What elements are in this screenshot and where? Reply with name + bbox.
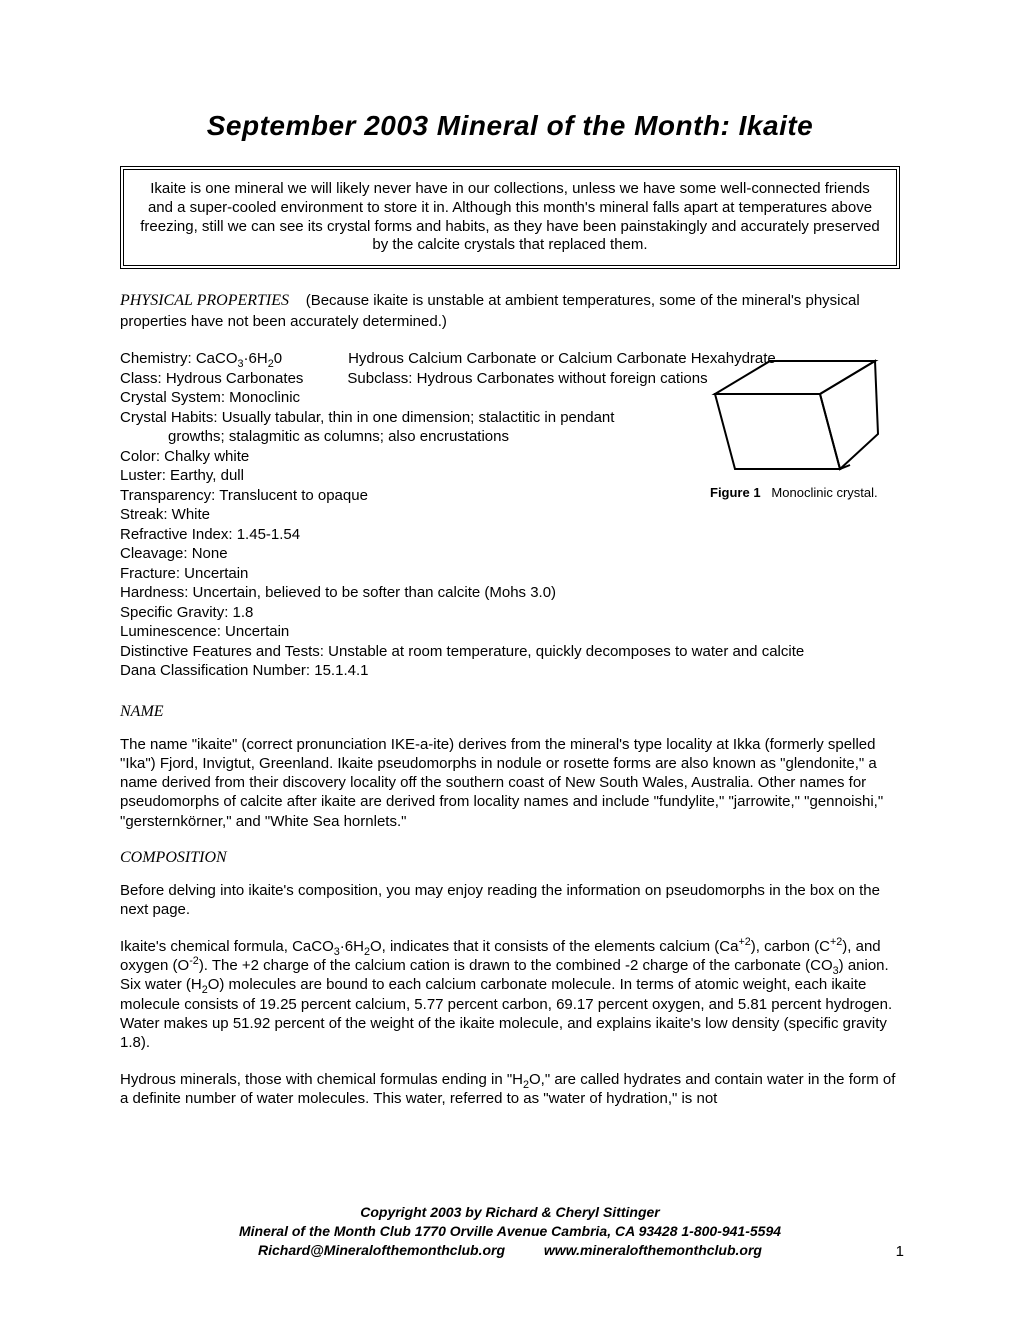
page-footer: Copyright 2003 by Richard & Cheryl Sitti…: [120, 1203, 900, 1260]
prop-fracture: Fracture: Uncertain: [120, 564, 900, 584]
figure-label-text: Monoclinic crystal.: [771, 485, 877, 500]
physical-properties-intro: PHYSICAL PROPERTIES (Because ikaite is u…: [120, 291, 900, 331]
properties-block: Figure 1 Monoclinic crystal. Chemistry: …: [120, 349, 900, 681]
prop-distinctive: Distinctive Features and Tests: Unstable…: [120, 642, 900, 662]
footer-contact: Richard@Mineralofthemonthclub.org www.mi…: [120, 1241, 900, 1260]
section-label-physical: PHYSICAL PROPERTIES: [120, 292, 289, 309]
prop-dana: Dana Classification Number: 15.1.4.1: [120, 661, 900, 681]
footer-address: Mineral of the Month Club 1770 Orville A…: [120, 1222, 900, 1241]
document-page: September 2003 Mineral of the Month: Ika…: [0, 0, 1020, 1320]
monoclinic-crystal-svg: [710, 349, 880, 479]
intro-text: Ikaite is one mineral we will likely nev…: [140, 180, 880, 255]
footer-url: www.mineralofthemonthclub.org: [544, 1242, 762, 1258]
section-label-composition: COMPOSITION: [120, 849, 900, 867]
composition-p1: Before delving into ikaite's composition…: [120, 881, 900, 919]
prop-streak: Streak: White: [120, 505, 900, 525]
prop-hardness: Hardness: Uncertain, believed to be soft…: [120, 583, 900, 603]
figure-caption: Figure 1 Monoclinic crystal.: [710, 485, 900, 502]
footer-copyright: Copyright 2003 by Richard & Cheryl Sitti…: [120, 1203, 900, 1222]
name-text: The name "ikaite" (correct pronunciation…: [120, 735, 900, 831]
figure-label-bold: Figure 1: [710, 485, 761, 500]
composition-p2: Ikaite's chemical formula, CaCO3·6H2O, i…: [120, 937, 900, 1052]
footer-email: Richard@Mineralofthemonthclub.org: [258, 1242, 505, 1258]
page-number: 1: [896, 1242, 904, 1262]
prop-refractive: Refractive Index: 1.45-1.54: [120, 525, 900, 545]
section-label-name: NAME: [120, 703, 900, 721]
composition-p3: Hydrous minerals, those with chemical fo…: [120, 1070, 900, 1108]
prop-sg: Specific Gravity: 1.8: [120, 603, 900, 623]
figure-monoclinic: Figure 1 Monoclinic crystal.: [710, 349, 900, 502]
prop-luminescence: Luminescence: Uncertain: [120, 622, 900, 642]
prop-cleavage: Cleavage: None: [120, 544, 900, 564]
intro-box: Ikaite is one mineral we will likely nev…: [120, 166, 900, 269]
page-title: September 2003 Mineral of the Month: Ika…: [120, 110, 900, 142]
